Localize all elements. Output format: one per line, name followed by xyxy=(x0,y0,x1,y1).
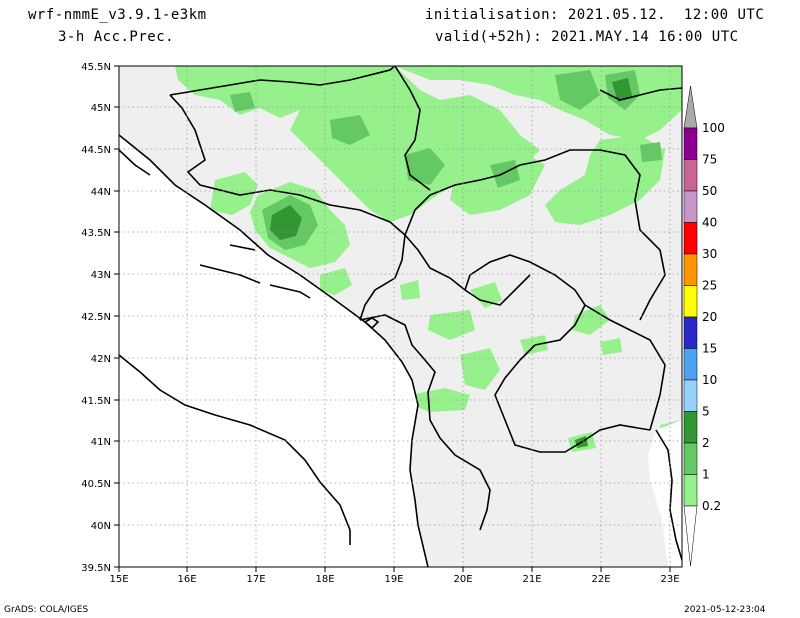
hungary-serbia xyxy=(394,66,431,191)
colorbar-label: 75 xyxy=(702,153,717,167)
albania-east xyxy=(359,314,491,531)
grads-credit: GrADS: COLA/IGES xyxy=(4,605,89,615)
romania-north xyxy=(599,87,682,101)
valid-time: valid(+52h): 2021.MAY.14 16:00 UTC xyxy=(435,29,739,45)
adriatic-coast-east xyxy=(119,134,429,567)
slovenia-hungary xyxy=(169,66,396,96)
colorbar-segment xyxy=(683,190,698,223)
colorbar-segment xyxy=(683,474,698,507)
colorbar-segment xyxy=(683,285,698,318)
bulgaria-west xyxy=(584,304,666,431)
island-korcula xyxy=(269,284,311,299)
colorbar-segment xyxy=(683,316,698,349)
colorbar-label: 2 xyxy=(702,436,710,450)
colorbar-segment xyxy=(683,379,698,412)
borders xyxy=(119,66,682,567)
lon-label: 18E xyxy=(315,574,334,585)
axis-ticks xyxy=(114,65,671,572)
colorbar-label: 100 xyxy=(702,121,725,135)
colorbar-top-arrow xyxy=(683,85,698,129)
lon-label: 21E xyxy=(522,574,541,585)
colorbar-label: 30 xyxy=(702,247,717,261)
lat-label: 40.5N xyxy=(81,479,111,490)
island-brac xyxy=(229,244,256,251)
init-time: initialisation: 2021.05.12. 12:00 UTC xyxy=(425,7,765,23)
lat-label: 42.5N xyxy=(81,312,111,323)
lat-label: 43N xyxy=(91,270,111,281)
lon-label: 16E xyxy=(177,574,196,585)
island-hvar xyxy=(199,264,261,284)
colorbar-label: 25 xyxy=(702,279,717,293)
lon-label: 17E xyxy=(246,574,265,585)
lon-label: 23E xyxy=(660,574,679,585)
colorbar-segment xyxy=(683,411,698,444)
macedonia-greece xyxy=(494,344,651,453)
colorbar-label: 40 xyxy=(702,216,717,230)
lat-label: 41N xyxy=(91,437,111,448)
lat-label: 45N xyxy=(91,103,111,114)
bosnia-montenegro xyxy=(329,204,406,321)
field-name: 3-h Acc.Prec. xyxy=(58,29,175,45)
kosovo xyxy=(464,254,586,346)
colorbar-segment xyxy=(683,442,698,475)
colorbar-label: 10 xyxy=(702,373,717,387)
lon-label: 15E xyxy=(109,574,128,585)
colorbar-bottom-arrow xyxy=(683,505,698,567)
lon-label: 19E xyxy=(384,574,403,585)
colorbar-label: 20 xyxy=(702,310,717,324)
italy-coast xyxy=(119,354,351,545)
lat-label: 43.5N xyxy=(81,228,111,239)
serbia-romania xyxy=(404,149,666,321)
precip-areas-heavy xyxy=(270,78,632,448)
lat-label: 44.5N xyxy=(81,145,111,156)
colorbar-label: 5 xyxy=(702,405,710,419)
lat-label: 39.5N xyxy=(81,563,111,574)
model-name: wrf-nmmE_v3.9.1-e3km xyxy=(28,7,207,23)
map-plot-area xyxy=(119,66,682,567)
colorbar-label: 0.2 xyxy=(702,499,721,513)
croatia-bosnia-north xyxy=(169,94,331,206)
colorbar-segment xyxy=(683,222,698,255)
colorbar: 100 75 50 40 30 25 20 15 10 5 2 1 0.2 xyxy=(683,85,725,567)
colorbar-segment xyxy=(683,127,698,160)
lon-label: 20E xyxy=(453,574,472,585)
render-timestamp: 2021-05-12-23:04 xyxy=(684,605,766,615)
colorbar-segment xyxy=(683,253,698,286)
colorbar-label: 50 xyxy=(702,184,717,198)
colorbar-label: 1 xyxy=(702,468,710,482)
lat-label: 40N xyxy=(91,521,111,532)
lat-labels: 45.5N 45N 44.5N 44N 43.5N 43N 42.5N 42N … xyxy=(81,62,111,574)
greece-coast xyxy=(655,429,682,561)
gridlines xyxy=(119,66,682,567)
lat-label: 42N xyxy=(91,354,111,365)
lat-label: 45.5N xyxy=(81,62,111,73)
colorbar-segment xyxy=(683,159,698,192)
lat-label: 41.5N xyxy=(81,396,111,407)
istria-coast xyxy=(119,149,151,176)
lat-label: 44N xyxy=(91,187,111,198)
colorbar-segment xyxy=(683,348,698,381)
lon-label: 22E xyxy=(591,574,610,585)
lake-shkoder xyxy=(363,317,380,330)
colorbar-label: 15 xyxy=(702,342,717,356)
lon-labels: 15E 16E 17E 18E 19E 20E 21E 22E 23E xyxy=(109,574,679,585)
